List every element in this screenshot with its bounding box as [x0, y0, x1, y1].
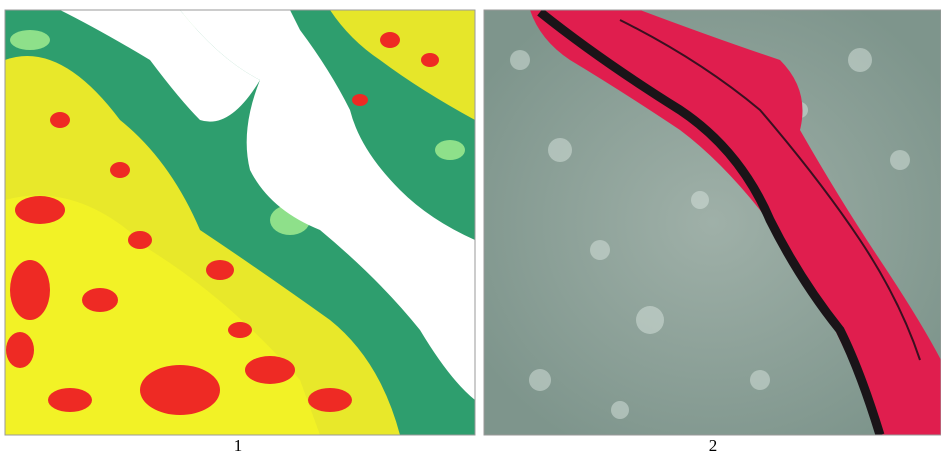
panel-label: 2	[709, 436, 718, 455]
figure: 1 2	[0, 0, 941, 458]
classified-map	[5, 10, 475, 435]
panel-label: 1	[234, 436, 243, 455]
satellite-image	[484, 10, 941, 435]
